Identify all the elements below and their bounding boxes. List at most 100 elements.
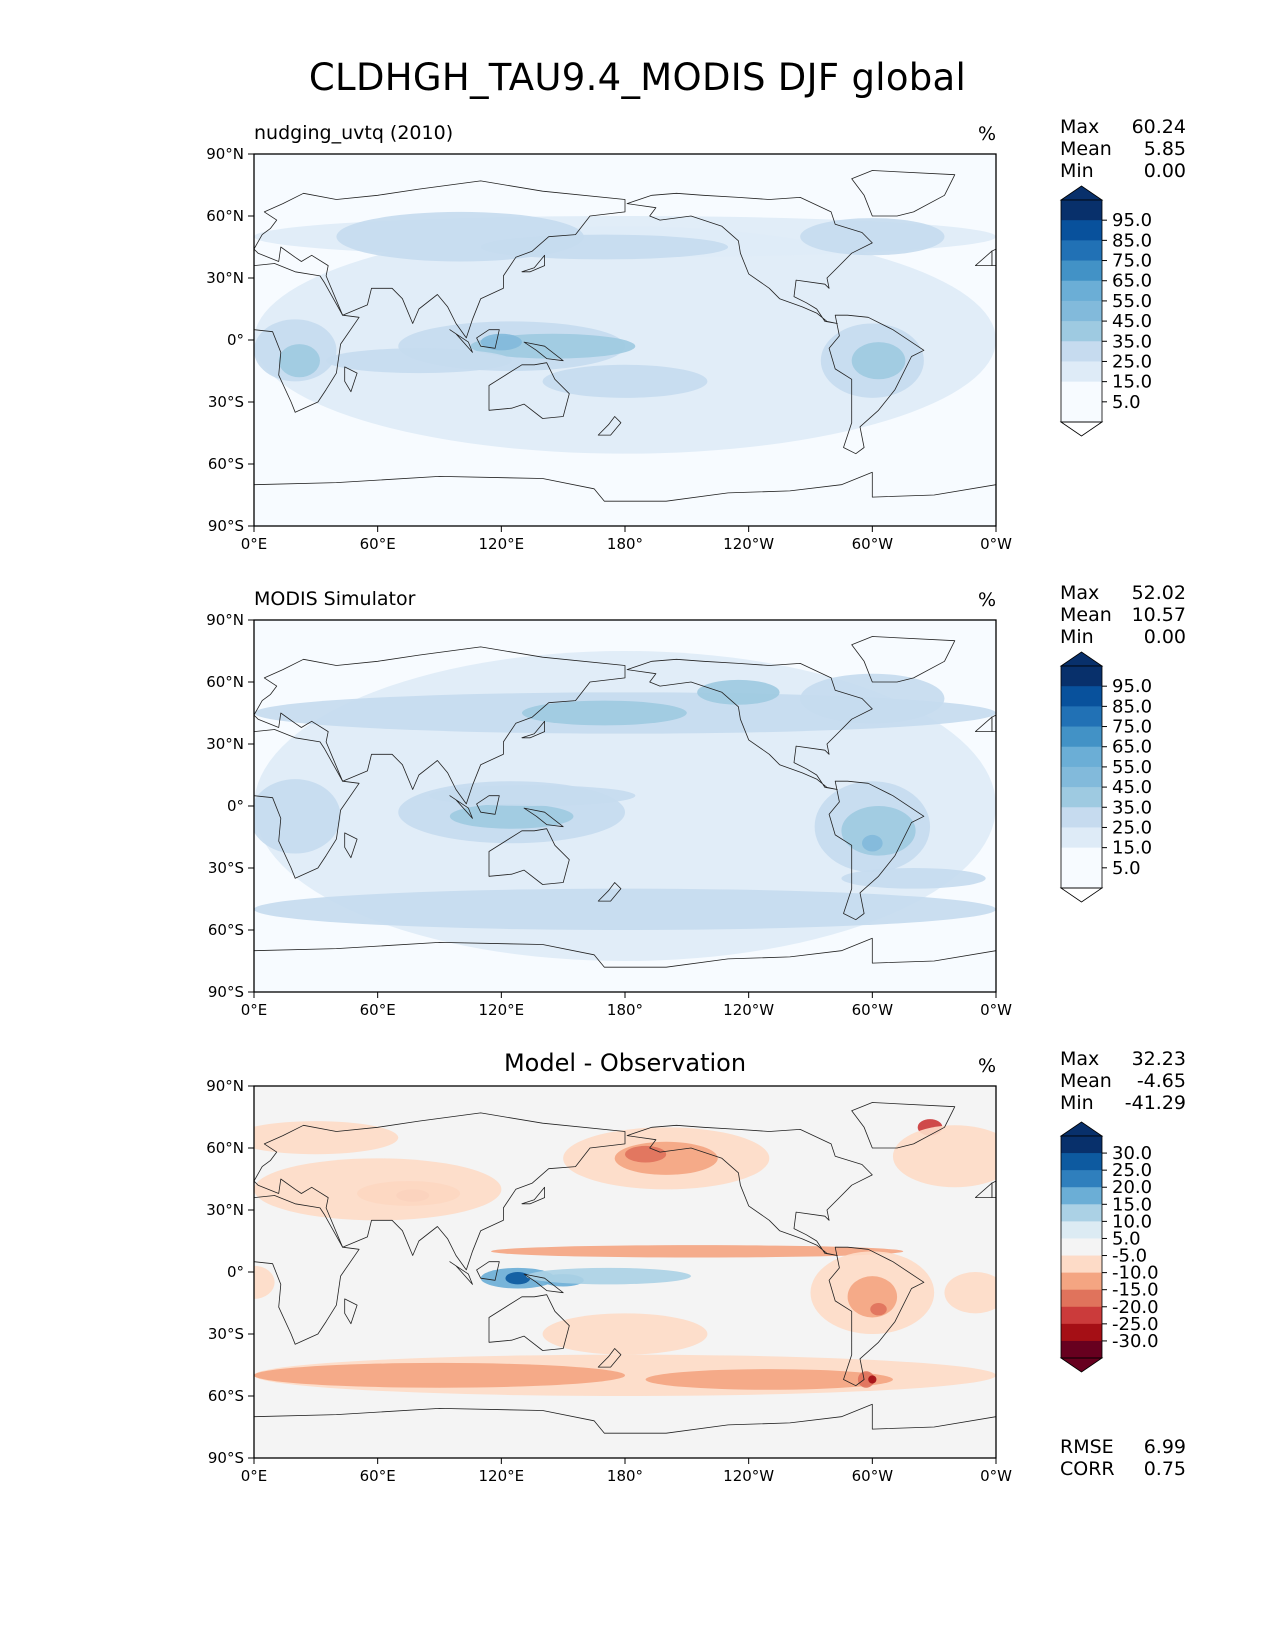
lon-tick-label: 120°W	[723, 1467, 774, 1485]
lon-tick-label: 0°W	[980, 1467, 1012, 1485]
colorbar-swatch	[1061, 1136, 1102, 1154]
colorbar: 30.025.020.015.010.05.0-5.0-10.0-15.0-20…	[1059, 1121, 1159, 1373]
lon-tick-label: 0°W	[980, 535, 1012, 553]
colorbar-label: 10.0	[1112, 1211, 1152, 1232]
colorbar-label: 15.0	[1112, 838, 1152, 859]
colorbar-label: 65.0	[1112, 271, 1152, 292]
lon-tick-label: 60°E	[360, 535, 396, 553]
lat-tick-label: 60°S	[208, 921, 244, 939]
stat-value: 5.85	[1143, 138, 1186, 160]
contour-region	[254, 1158, 502, 1221]
lat-tick-label: 0°	[227, 797, 244, 815]
colorbar-swatch	[1061, 726, 1102, 748]
stat-value: 52.02	[1131, 582, 1186, 604]
coastline	[523, 341, 564, 362]
contour-region	[870, 1303, 887, 1316]
lon-tick-label: 0°E	[241, 1467, 268, 1485]
colorbar-extend-top	[1059, 185, 1104, 201]
panel-title: MODIS Simulator	[254, 588, 416, 610]
lon-tick-label: 0°W	[980, 1001, 1012, 1019]
colorbar-label: 55.0	[1112, 291, 1152, 312]
colorbar-swatch	[1061, 361, 1102, 383]
colorbar-label: 15.0	[1112, 1194, 1152, 1215]
colorbar-label: 30.0	[1112, 1143, 1152, 1164]
panel-difference: Model - Observation % Max 32.23 Mean -4.65…	[0, 1048, 1275, 1502]
contour-region	[480, 333, 522, 351]
coastline	[626, 1124, 873, 1256]
coastline	[828, 314, 925, 455]
contour-region	[800, 218, 945, 256]
coastline	[991, 714, 996, 733]
stats-box: Max 60.24 Mean 5.85 Min 0.00	[1060, 116, 1186, 182]
coastline	[523, 807, 564, 828]
lat-tick-label: 0°	[227, 331, 244, 349]
lat-tick-label: 30°N	[206, 735, 244, 753]
contour-region	[254, 888, 996, 930]
colorbar-swatch	[1061, 746, 1102, 768]
colorbar-label: 55.0	[1112, 757, 1152, 778]
lon-tick-label: 0°E	[241, 535, 268, 553]
contour-region	[521, 700, 687, 726]
lon-tick-label: 180°	[607, 1467, 643, 1485]
lon-tick-label: 180°	[607, 1001, 643, 1019]
contour-region	[278, 344, 320, 378]
coastline	[449, 795, 473, 819]
colorbar-label: 45.0	[1112, 311, 1152, 332]
colorbar-label: 95.0	[1112, 210, 1152, 231]
colorbar-label: -25.0	[1112, 1314, 1159, 1335]
coastline	[488, 828, 570, 885]
colorbar-swatch	[1061, 1306, 1102, 1325]
stat-value: -41.29	[1124, 1092, 1186, 1114]
lat-tick-label: 60°S	[208, 1387, 244, 1405]
colorbar-label: 20.0	[1112, 1177, 1152, 1198]
coastline	[851, 636, 956, 683]
colorbar-swatch	[1061, 1323, 1102, 1342]
coastline	[344, 832, 358, 859]
colorbar-label: 5.0	[1112, 1228, 1141, 1249]
panel-title: Model - Observation	[503, 1049, 747, 1077]
colorbar-extend-top	[1059, 1121, 1104, 1137]
contour-region	[868, 1375, 877, 1384]
contour-region	[800, 673, 945, 724]
lat-tick-label: 30°N	[206, 269, 244, 287]
stats-box: Max 32.23 Mean -4.65 Min -41.29	[1060, 1048, 1186, 1114]
coastline	[626, 658, 873, 790]
contour-region	[505, 1272, 531, 1285]
colorbar-label: -30.0	[1112, 1331, 1159, 1352]
contour-region	[645, 1369, 893, 1390]
contour-region	[542, 364, 708, 398]
colorbar-swatch	[1061, 1255, 1102, 1274]
lon-tick-label: 120°E	[479, 1467, 525, 1485]
coastline	[254, 180, 626, 339]
units-label: %	[978, 1055, 997, 1077]
stat-label: Mean	[1060, 604, 1112, 626]
contour-fill	[254, 620, 996, 992]
colorbar-swatch	[1061, 1204, 1102, 1222]
coastline	[254, 937, 996, 992]
coastline	[521, 254, 545, 273]
coastline	[521, 1186, 545, 1205]
lat-tick-label: 0°	[227, 1263, 244, 1281]
figure-title: CLDHGH_TAU9.4_MODIS DJF global	[308, 56, 967, 99]
colorbar-swatch	[1061, 300, 1102, 322]
lat-tick-label: 60°N	[206, 673, 244, 691]
colorbar-swatch	[1061, 1170, 1102, 1188]
coastlines	[254, 1102, 996, 1458]
colorbar-extend-bottom	[1059, 421, 1104, 437]
coastline	[991, 248, 996, 267]
colorbar-swatch	[1061, 827, 1102, 849]
metrics-box: RMSE 6.99 CORR 0.75	[1060, 1436, 1186, 1480]
lat-tick-label: 30°S	[208, 1325, 244, 1343]
colorbar-label: 45.0	[1112, 777, 1152, 798]
panel-reference: MODIS Simulator % Max 52.02 Mean 10.57 Min…	[0, 582, 1275, 1036]
stat-label: Max	[1060, 116, 1100, 138]
lat-tick-label: 60°N	[206, 1139, 244, 1157]
colorbar-label: 95.0	[1112, 676, 1152, 697]
coastline	[254, 1195, 360, 1345]
colorbar-swatch	[1061, 807, 1102, 828]
contour-region	[862, 834, 883, 852]
colorbar-swatch	[1061, 847, 1102, 869]
colorbar-swatch	[1061, 240, 1102, 262]
colorbar-swatch	[1061, 260, 1102, 282]
lon-tick-label: 60°W	[852, 1467, 894, 1485]
